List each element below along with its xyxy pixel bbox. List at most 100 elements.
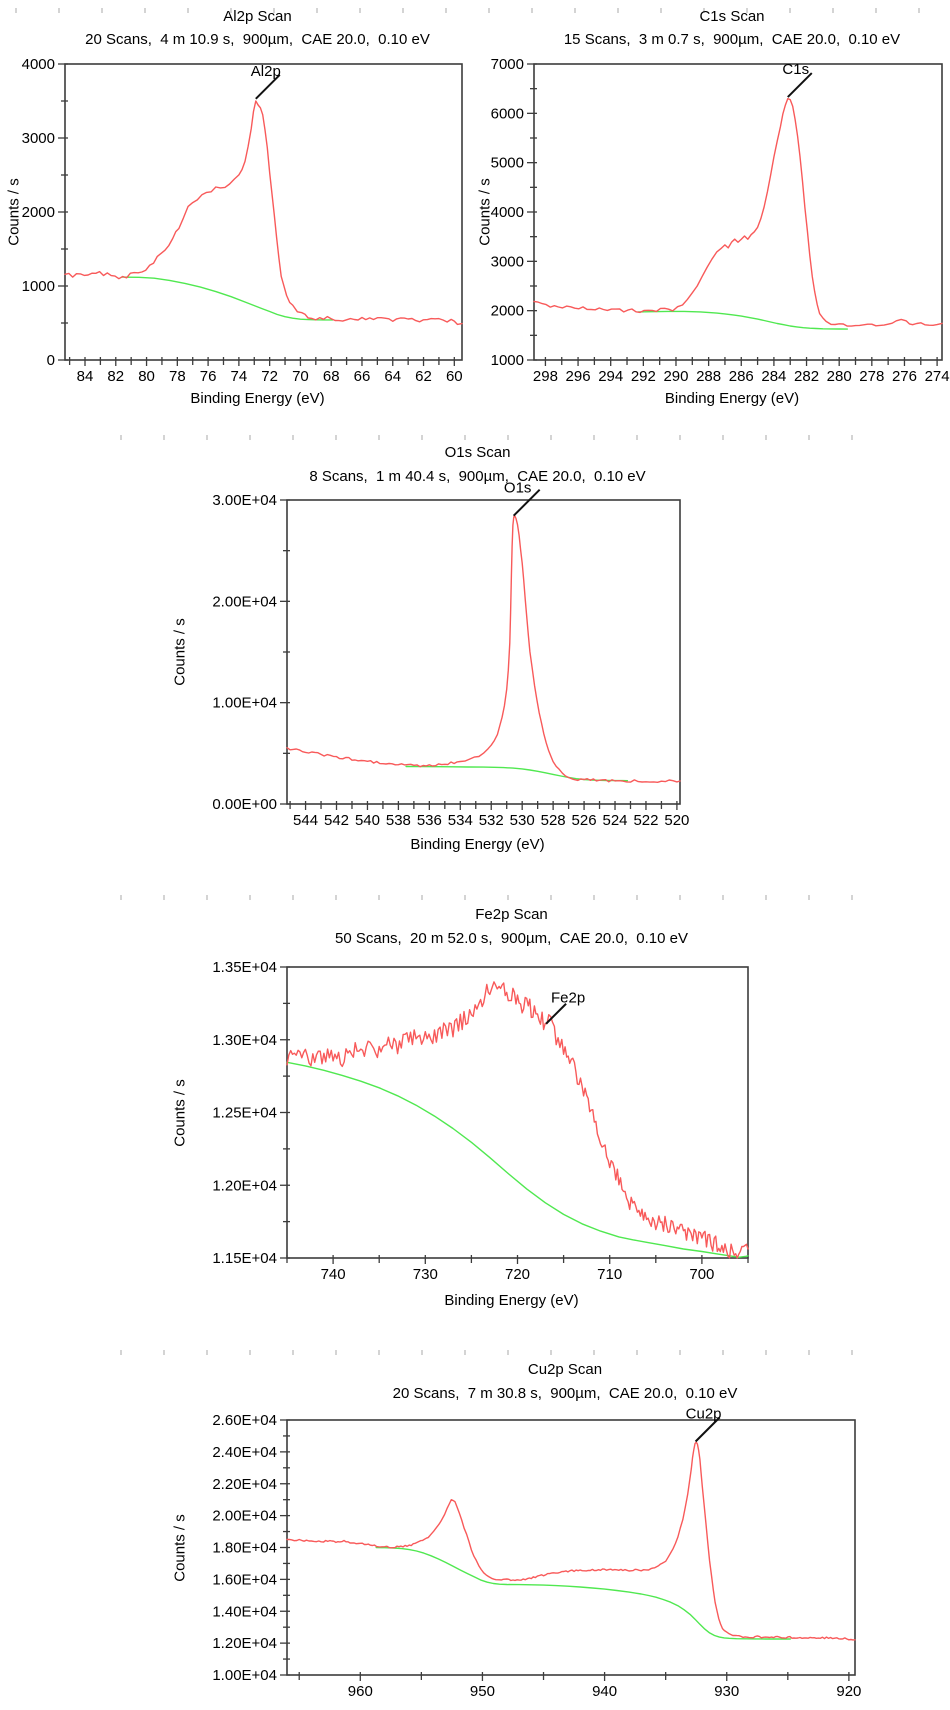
- svg-text:720: 720: [505, 1266, 530, 1283]
- svg-text:62: 62: [415, 368, 432, 385]
- fe2p-chart-title: Fe2p Scan: [475, 906, 548, 923]
- o1s-x-axis-title: Binding Energy (eV): [410, 836, 545, 853]
- o1s-chart-title: O1s Scan: [444, 444, 511, 461]
- svg-text:C1s: C1s: [782, 61, 809, 78]
- svg-text:534: 534: [448, 812, 473, 829]
- svg-text:74: 74: [231, 368, 248, 385]
- svg-text:920: 920: [836, 1683, 861, 1700]
- svg-text:70: 70: [292, 368, 309, 385]
- svg-text:540: 540: [355, 812, 380, 829]
- svg-text:3000: 3000: [22, 130, 55, 147]
- svg-text:1.40E+04: 1.40E+04: [212, 1603, 277, 1620]
- svg-text:544: 544: [293, 812, 318, 829]
- svg-text:82: 82: [107, 368, 124, 385]
- svg-text:78: 78: [169, 368, 186, 385]
- svg-text:298: 298: [533, 368, 558, 385]
- svg-text:60: 60: [446, 368, 463, 385]
- svg-text:1.80E+04: 1.80E+04: [212, 1540, 277, 1557]
- svg-text:700: 700: [689, 1266, 714, 1283]
- svg-text:1.20E+04: 1.20E+04: [212, 1635, 277, 1652]
- svg-text:Al2p: Al2p: [251, 63, 281, 80]
- svg-text:3.00E+04: 3.00E+04: [212, 492, 277, 509]
- al2p-chart-subtitle: 20 Scans, 4 m 10.9 s, 900µm, CAE 20.0, 0…: [85, 31, 430, 48]
- fe2p-chart-subtitle: 50 Scans, 20 m 52.0 s, 900µm, CAE 20.0, …: [334, 930, 689, 947]
- c1s-plot-area: 298 296 294 292 290 288 286 284 282 280 278 276 274 1…: [491, 56, 950, 385]
- svg-text:3000: 3000: [491, 253, 524, 270]
- svg-text:538: 538: [386, 812, 411, 829]
- svg-text:2.00E+04: 2.00E+04: [212, 1508, 277, 1525]
- fe2p-x-axis-title: Binding Energy (eV): [444, 1292, 579, 1309]
- svg-text:294: 294: [598, 368, 623, 385]
- svg-text:286: 286: [729, 368, 754, 385]
- svg-text:528: 528: [541, 812, 566, 829]
- svg-text:76: 76: [200, 368, 217, 385]
- faint-tick-strip-top: [15, 8, 935, 13]
- svg-text:1000: 1000: [491, 352, 524, 369]
- svg-text:730: 730: [413, 1266, 438, 1283]
- svg-text:284: 284: [761, 368, 786, 385]
- c1s-chart-title: C1s Scan: [699, 8, 765, 25]
- svg-text:84: 84: [77, 368, 94, 385]
- svg-text:4000: 4000: [491, 204, 524, 221]
- al2p-chart-title: Al2p Scan: [223, 8, 292, 25]
- svg-text:290: 290: [663, 368, 688, 385]
- fe2p-chart: Fe2p Scan 50 Scans, 20 m 52.0 s, 900µm, …: [0, 870, 950, 1345]
- o1s-plot-area: 544 542 540 538 536 534 532 530 528 526 524 522 520 0…: [212, 480, 689, 829]
- svg-text:Fe2p: Fe2p: [551, 990, 585, 1007]
- svg-text:2.60E+04: 2.60E+04: [212, 1412, 277, 1429]
- svg-text:2000: 2000: [491, 303, 524, 320]
- svg-text:2.20E+04: 2.20E+04: [212, 1476, 277, 1493]
- svg-text:292: 292: [631, 368, 656, 385]
- svg-text:2000: 2000: [22, 204, 55, 221]
- svg-text:2.40E+04: 2.40E+04: [212, 1444, 277, 1461]
- svg-text:1.15E+04: 1.15E+04: [212, 1250, 277, 1267]
- svg-text:1.60E+04: 1.60E+04: [212, 1571, 277, 1588]
- svg-text:64: 64: [384, 368, 401, 385]
- cu2p-chart: Cu2p Scan 20 Scans, 7 m 30.8 s, 900µm, C…: [0, 1345, 950, 1710]
- svg-text:282: 282: [794, 368, 819, 385]
- svg-text:522: 522: [633, 812, 658, 829]
- faint-tick-strip-fe2p: [120, 895, 890, 900]
- svg-text:4000: 4000: [22, 56, 55, 73]
- svg-text:280: 280: [827, 368, 852, 385]
- svg-text:2.00E+04: 2.00E+04: [212, 593, 277, 610]
- c1s-chart-subtitle: 15 Scans, 3 m 0.7 s, 900µm, CAE 20.0, 0.…: [563, 31, 901, 48]
- svg-text:0.00E+00: 0.00E+00: [212, 796, 277, 813]
- svg-text:940: 940: [592, 1683, 617, 1700]
- svg-text:1.00E+04: 1.00E+04: [212, 695, 277, 712]
- svg-text:520: 520: [664, 812, 689, 829]
- cu2p-plot-area: 960 950 940 930 920 1.00E+04 1.20E+04 1.40E+04 1…: [212, 1406, 861, 1700]
- svg-text:1.30E+04: 1.30E+04: [212, 1032, 277, 1049]
- svg-text:1000: 1000: [22, 278, 55, 295]
- cu2p-chart-subtitle: 20 Scans, 7 m 30.8 s, 900µm, CAE 20.0, 0…: [392, 1385, 738, 1402]
- svg-text:930: 930: [714, 1683, 739, 1700]
- svg-text:288: 288: [696, 368, 721, 385]
- al2p-plot-area: 84 82 80 78 76 74 72 70 68 66 64 62 60 0 1000 2000 3000 4…: [22, 56, 463, 385]
- svg-text:532: 532: [479, 812, 504, 829]
- svg-text:1.35E+04: 1.35E+04: [212, 959, 277, 976]
- svg-text:536: 536: [417, 812, 442, 829]
- svg-text:526: 526: [572, 812, 597, 829]
- al2p-x-axis-title: Binding Energy (eV): [190, 390, 325, 407]
- svg-text:1.25E+04: 1.25E+04: [212, 1105, 277, 1122]
- svg-text:1.00E+04: 1.00E+04: [212, 1667, 277, 1684]
- svg-text:66: 66: [354, 368, 371, 385]
- faint-tick-strip-o1s: [120, 435, 890, 440]
- c1s-chart: C1s Scan 15 Scans, 3 m 0.7 s, 900µm, CAE…: [475, 0, 950, 432]
- svg-text:296: 296: [566, 368, 591, 385]
- svg-text:276: 276: [892, 368, 917, 385]
- fe2p-plot-area: 740 730 720 710 700 1.15E+04 1.20E+04 1.25E+04 1…: [212, 959, 749, 1283]
- faint-tick-strip-cu2p: [120, 1350, 890, 1355]
- o1s-chart-subtitle: 8 Scans, 1 m 40.4 s, 900µm, CAE 20.0, 0.…: [309, 468, 646, 485]
- svg-text:710: 710: [597, 1266, 622, 1283]
- svg-text:68: 68: [323, 368, 340, 385]
- svg-text:6000: 6000: [491, 105, 524, 122]
- svg-text:278: 278: [859, 368, 884, 385]
- svg-text:72: 72: [261, 368, 278, 385]
- o1s-chart: O1s Scan 8 Scans, 1 m 40.4 s, 900µm, CAE…: [0, 432, 950, 870]
- svg-text:80: 80: [138, 368, 155, 385]
- svg-text:524: 524: [603, 812, 628, 829]
- svg-text:7000: 7000: [491, 56, 524, 73]
- svg-text:O1s: O1s: [504, 480, 532, 497]
- svg-text:530: 530: [510, 812, 535, 829]
